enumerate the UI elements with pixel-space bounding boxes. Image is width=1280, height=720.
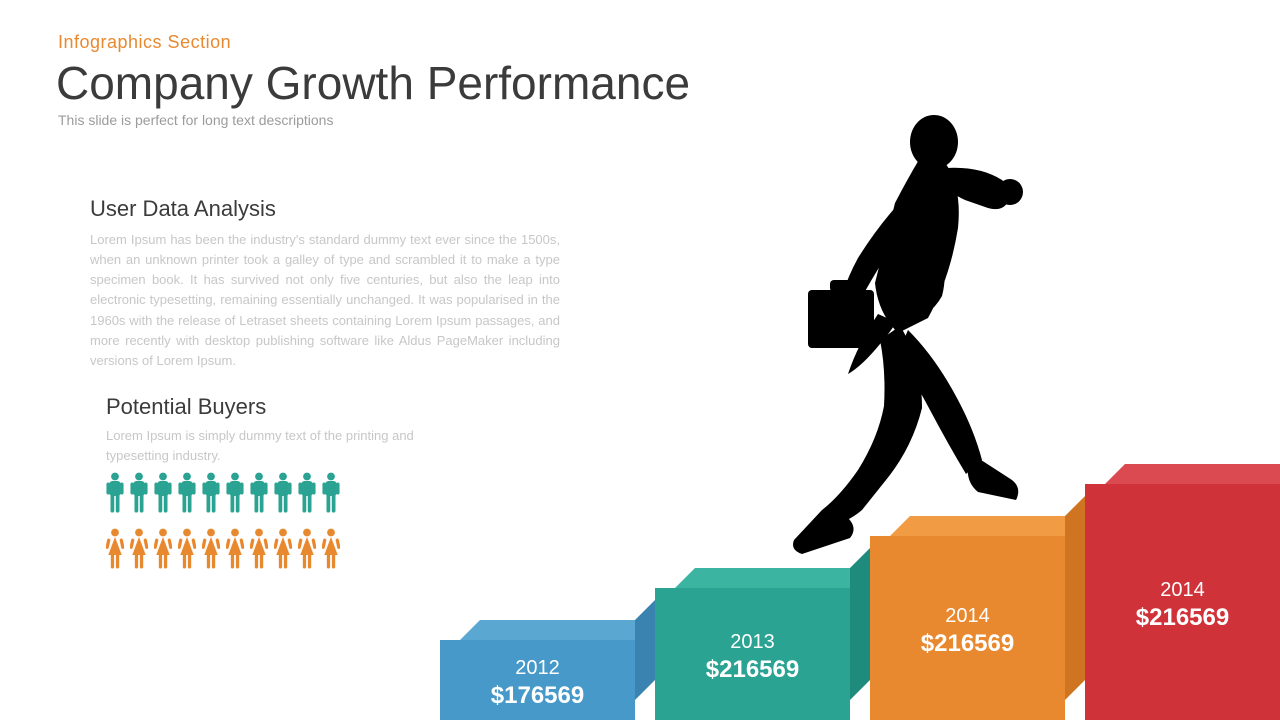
female-person-icon	[250, 528, 268, 570]
male-person-icon	[106, 472, 124, 514]
male-person-icon	[274, 472, 292, 514]
male-person-icon	[322, 472, 340, 514]
female-icon-row	[106, 528, 340, 570]
growth-bar: 2014$216569	[870, 536, 1065, 720]
male-person-icon	[178, 472, 196, 514]
bar-year: 2013	[655, 631, 850, 654]
growth-bar: 2013$216569	[655, 588, 850, 720]
bar-value: $176569	[440, 682, 635, 710]
businessman-silhouette-icon	[690, 108, 1030, 558]
female-person-icon	[226, 528, 244, 570]
female-person-icon	[106, 528, 124, 570]
slide-subtitle: This slide is perfect for long text desc…	[58, 112, 333, 128]
male-person-icon	[298, 472, 316, 514]
male-icon-row	[106, 472, 340, 514]
slide-title: Company Growth Performance	[56, 56, 690, 110]
bar-year: 2014	[1085, 579, 1280, 602]
female-person-icon	[274, 528, 292, 570]
section2-body: Lorem Ipsum is simply dummy text of the …	[106, 426, 436, 466]
female-person-icon	[130, 528, 148, 570]
section1-heading: User Data Analysis	[90, 196, 276, 222]
female-person-icon	[202, 528, 220, 570]
bar-year: 2012	[440, 657, 635, 680]
bar-year: 2014	[870, 605, 1065, 628]
section2-heading: Potential Buyers	[106, 394, 266, 420]
growth-bar: 2014$216569	[1085, 484, 1280, 720]
growth-bar: 2012$176569	[440, 640, 635, 720]
male-person-icon	[250, 472, 268, 514]
female-person-icon	[298, 528, 316, 570]
male-person-icon	[226, 472, 244, 514]
slide: { "colors": { "accent_orange": "#e9892f"…	[0, 0, 1280, 720]
male-person-icon	[130, 472, 148, 514]
female-person-icon	[154, 528, 172, 570]
eyebrow-label: Infographics Section	[58, 32, 231, 53]
female-person-icon	[178, 528, 196, 570]
male-person-icon	[154, 472, 172, 514]
section1-body: Lorem Ipsum has been the industry's stan…	[90, 230, 560, 371]
bar-value: $216569	[1085, 604, 1280, 632]
female-person-icon	[322, 528, 340, 570]
bar-value: $216569	[870, 630, 1065, 658]
male-person-icon	[202, 472, 220, 514]
bar-value: $216569	[655, 656, 850, 684]
